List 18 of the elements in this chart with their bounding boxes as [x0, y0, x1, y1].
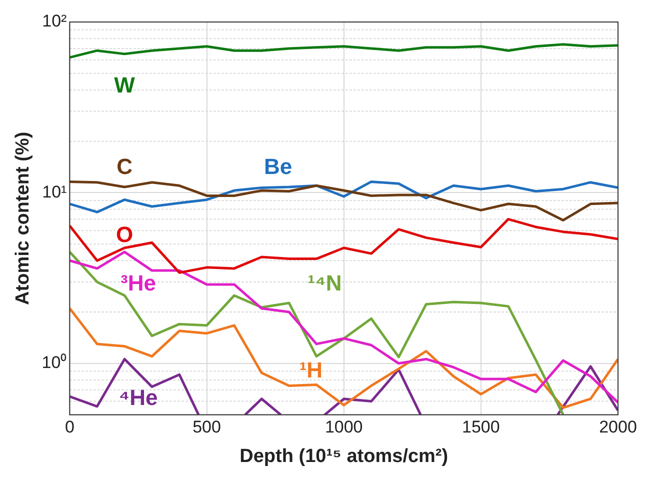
series-label: W	[114, 72, 136, 98]
y-tick-label: 10²	[42, 12, 68, 31]
series-label: Be	[264, 154, 292, 179]
series-label: ¹⁴N	[308, 270, 342, 296]
x-tick-label: 1500	[462, 418, 500, 437]
x-tick-label: 2000	[599, 418, 637, 437]
x-tick-label: 500	[192, 418, 221, 437]
x-axis-title: Depth (10¹⁵ atoms/cm²)	[240, 446, 448, 467]
series-label: ¹H	[299, 357, 323, 382]
x-tick-label: 1000	[324, 418, 363, 437]
y-axis-title: Atomic content (%)	[12, 132, 34, 305]
series-label: C	[116, 154, 133, 179]
series-label: ⁴He	[118, 384, 158, 410]
series-label: ³He	[120, 270, 156, 296]
y-tick-label: 10⁰	[42, 353, 67, 372]
series-label: O	[116, 222, 134, 247]
x-tick-label: 0	[64, 418, 74, 437]
y-tick-label: 10¹	[42, 182, 68, 202]
